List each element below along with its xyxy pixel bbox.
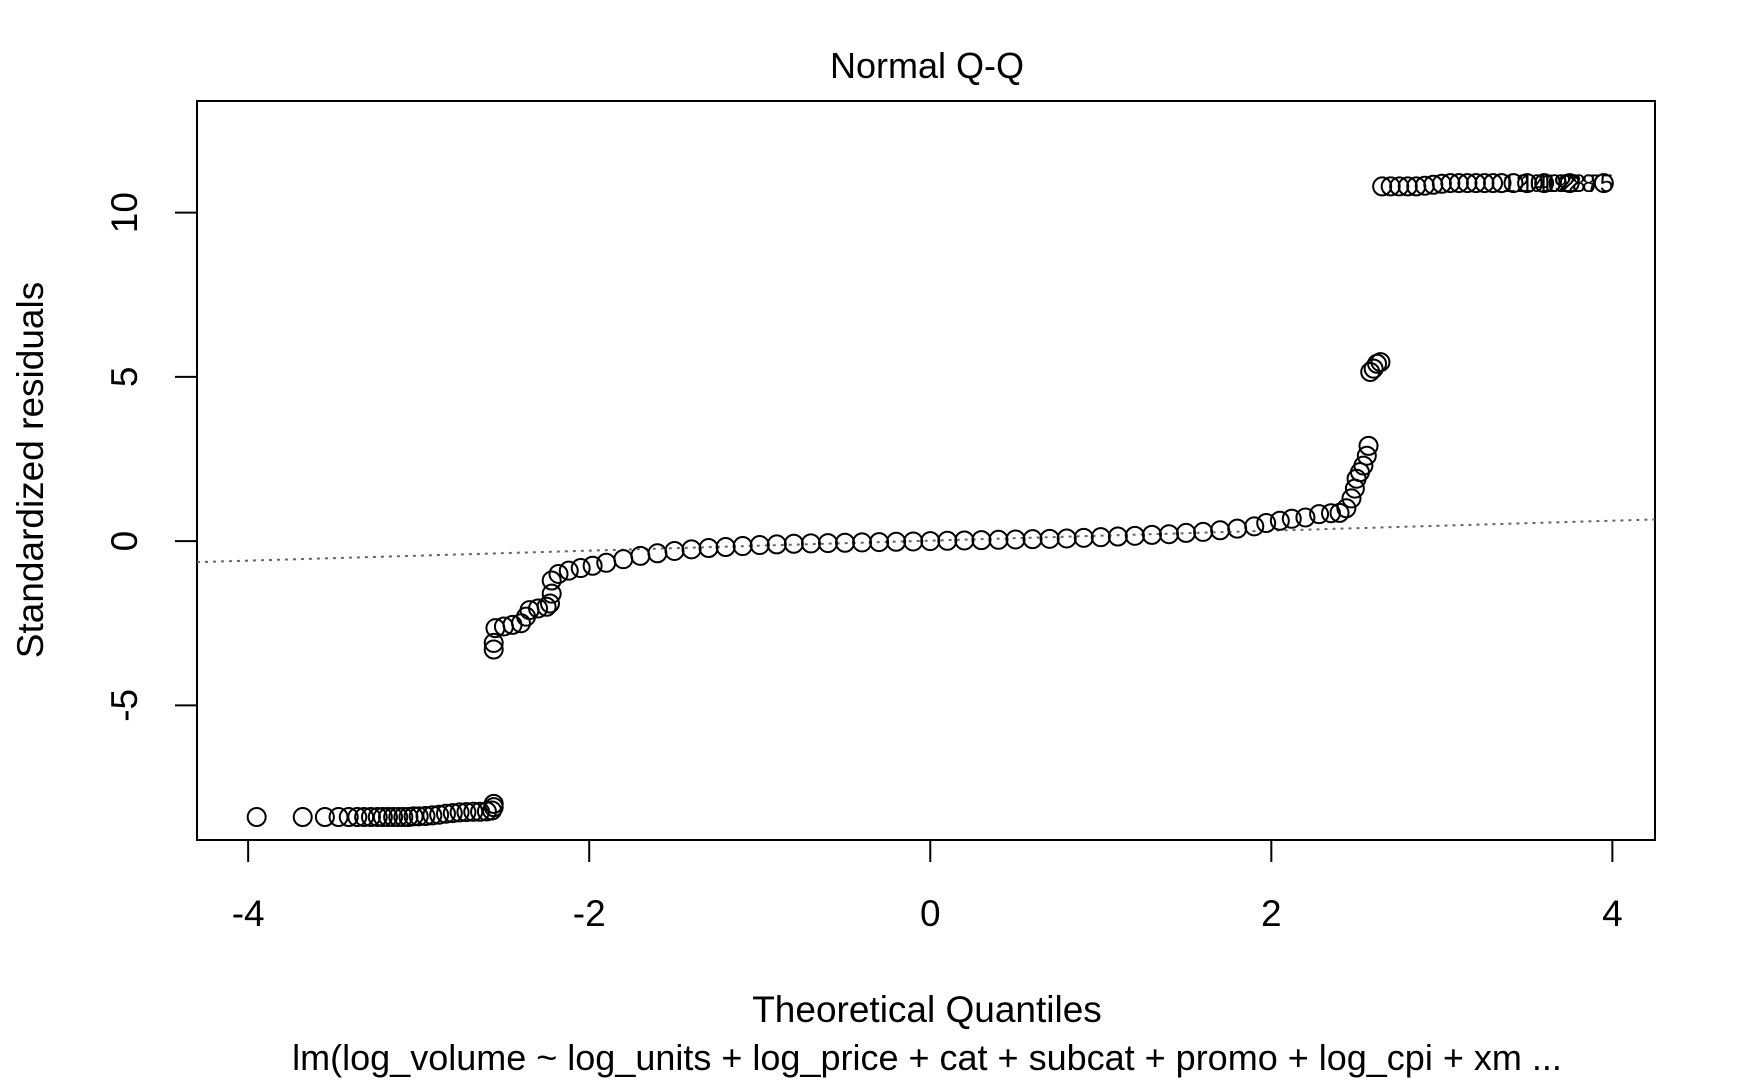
data-point: [558, 560, 579, 581]
data-point: [1073, 527, 1094, 548]
model-formula-subtitle: lm(log_volume ~ log_units + log_price + …: [292, 1037, 1562, 1078]
data-point: [1022, 529, 1043, 550]
data-point: [1483, 173, 1503, 194]
data-point: [456, 802, 477, 823]
y-tick-label: 10: [104, 192, 145, 233]
data-point: [292, 807, 313, 828]
data-point: [596, 552, 617, 573]
data-point: [539, 593, 560, 614]
data-point: [1503, 173, 1524, 194]
data-point: [1353, 455, 1374, 476]
data-point: [1559, 173, 1580, 194]
data-point: [483, 632, 504, 653]
data-point: [415, 806, 436, 827]
data-point: [408, 806, 429, 827]
data-point: [435, 803, 456, 824]
data-point: [1363, 358, 1384, 379]
data-point: [422, 805, 443, 826]
qq-reference-line: [196, 518, 1656, 564]
data-point: [1358, 435, 1379, 456]
data-point: [393, 807, 414, 828]
x-axis: -4 -2 0 2 4: [232, 839, 1623, 934]
data-point: [314, 807, 335, 828]
data-point: [372, 807, 393, 828]
data-point: [1336, 498, 1357, 519]
data-point: [1534, 173, 1555, 194]
data-point: [1124, 525, 1145, 546]
data-point: [1176, 522, 1197, 543]
data-point: [1269, 510, 1290, 531]
data-point: [442, 803, 463, 824]
data-point: [681, 539, 702, 560]
data-point: [1005, 529, 1026, 550]
outlier-label: 1201: [1502, 170, 1558, 198]
y-axis: -5 0 5 10: [104, 192, 198, 722]
points-layer: [246, 173, 1614, 828]
data-point: [1491, 173, 1512, 194]
data-point: [541, 583, 562, 604]
data-point: [1370, 352, 1391, 373]
outlier-label: 1928: [1540, 170, 1596, 198]
data-point: [536, 596, 557, 617]
data-point: [630, 545, 651, 566]
data-point: [383, 807, 404, 828]
data-point: [1107, 526, 1128, 547]
data-point: [1090, 527, 1111, 548]
outlier-label: 2875: [1558, 170, 1614, 198]
data-point: [1227, 518, 1248, 539]
data-point: [1593, 173, 1614, 194]
y-axis-label: Standardized residuals: [10, 282, 51, 658]
data-point: [988, 529, 1009, 550]
data-point: [377, 807, 398, 828]
y-tick-label: 5: [104, 367, 145, 388]
data-point: [1039, 528, 1060, 549]
data-point: [664, 540, 685, 561]
data-point: [347, 807, 368, 828]
data-point: [1244, 516, 1265, 537]
data-point: [548, 563, 569, 584]
data-point: [1295, 507, 1316, 528]
data-point: [1309, 504, 1330, 525]
x-tick-label: 4: [1602, 893, 1623, 934]
data-point: [1281, 508, 1302, 529]
data-point: [613, 549, 634, 570]
x-tick-label: 2: [1261, 893, 1282, 934]
y-tick-label: 0: [104, 531, 145, 552]
x-tick-label: 0: [920, 893, 941, 934]
data-point: [388, 807, 409, 828]
chart-title: Normal Q-Q: [830, 45, 1024, 86]
outlier-label: 1402: [1520, 170, 1576, 198]
data-point: [429, 804, 450, 825]
x-tick-label: -4: [232, 893, 265, 934]
data-point: [367, 807, 388, 828]
data-point: [338, 807, 359, 828]
data-point: [528, 598, 549, 619]
data-point: [483, 793, 504, 814]
data-point: [570, 558, 591, 579]
data-point: [920, 531, 941, 552]
data-point: [647, 543, 668, 564]
data-point: [1056, 528, 1077, 549]
data-point: [449, 802, 470, 823]
data-point: [783, 533, 804, 554]
data-point: [1356, 445, 1377, 466]
x-axis-label: Theoretical Quantiles: [752, 989, 1102, 1030]
data-point: [328, 807, 349, 828]
data-point: [1341, 488, 1362, 509]
x-tick-label: -2: [573, 893, 606, 934]
data-point: [483, 639, 504, 660]
data-point: [246, 807, 267, 828]
data-point: [541, 570, 562, 591]
y-tick-label: -5: [104, 689, 145, 722]
reference-line-layer: [196, 518, 1656, 564]
plot-frame: [196, 100, 1656, 841]
data-point: [1256, 513, 1277, 534]
data-point: [1210, 520, 1231, 541]
data-point: [800, 533, 821, 554]
data-point: [582, 555, 603, 576]
